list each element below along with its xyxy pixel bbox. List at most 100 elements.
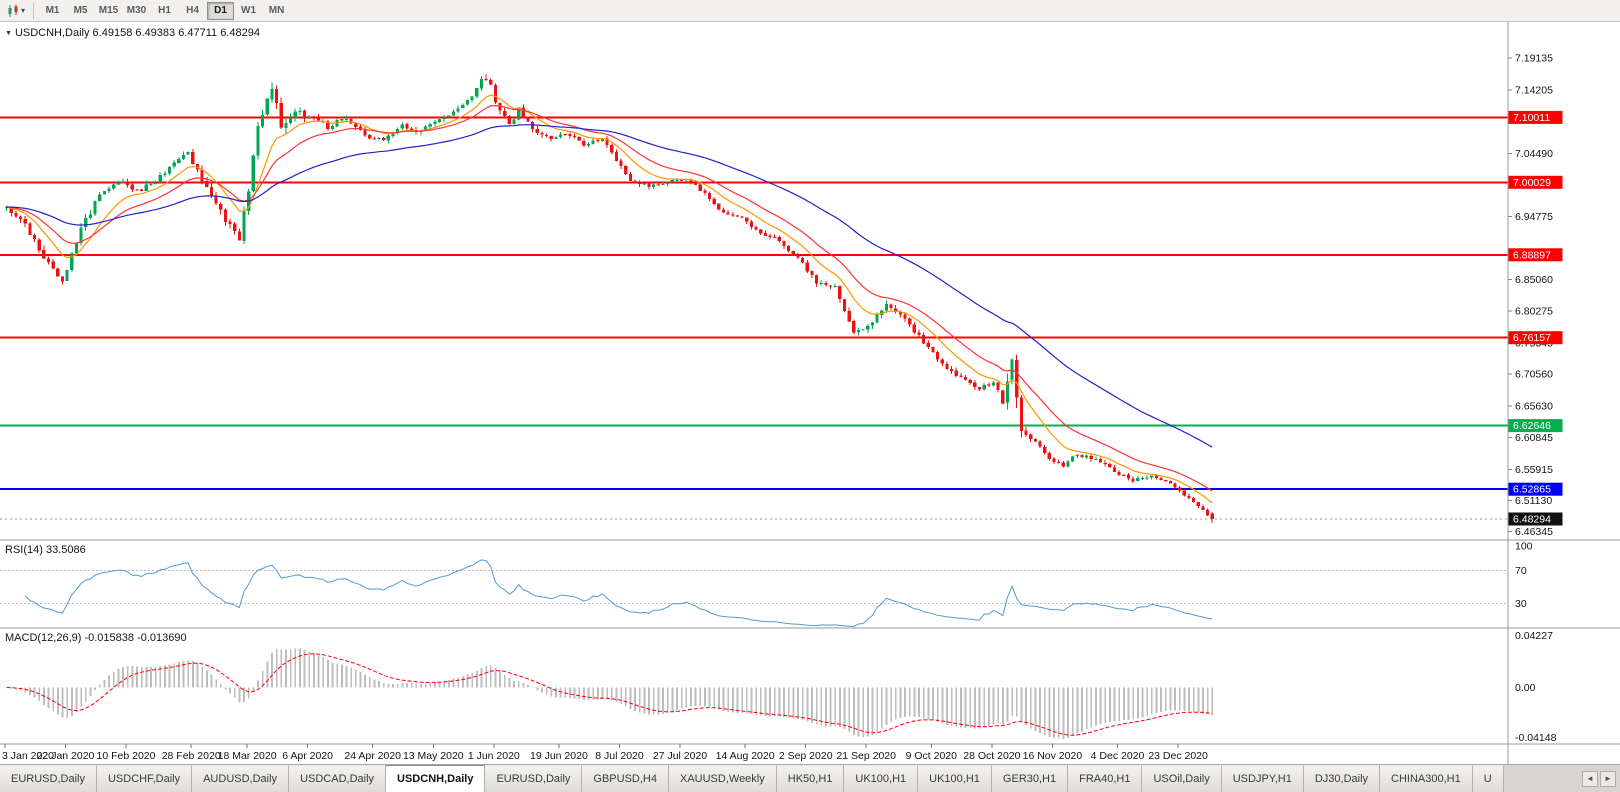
svg-text:-0.04148: -0.04148 [1515, 732, 1557, 744]
chart-tab-ger30-h1[interactable]: GER30,H1 [991, 765, 1069, 792]
svg-text:6.94775: 6.94775 [1515, 211, 1553, 223]
chart-tab-eurusd-daily[interactable]: EURUSD,Daily [0, 765, 97, 792]
svg-text:6.76157: 6.76157 [1513, 332, 1551, 344]
svg-text:6.55915: 6.55915 [1515, 464, 1553, 476]
macd-signal-line [6, 653, 1213, 736]
svg-text:14 Aug 2020: 14 Aug 2020 [716, 750, 775, 762]
svg-text:6.70560: 6.70560 [1515, 369, 1553, 381]
price-badge-6.76157 [1508, 331, 1563, 345]
svg-text:6.48294: 6.48294 [1513, 514, 1551, 526]
svg-text:6.88897: 6.88897 [1513, 249, 1551, 261]
chart-tab-audusd-daily[interactable]: AUDUSD,Daily [192, 765, 290, 792]
svg-text:18 Mar 2020: 18 Mar 2020 [218, 750, 277, 762]
price-axis: 7.19135 7.14205 7.04490 6.94775 6.85060 6.802… [1508, 53, 1563, 538]
svg-text:30: 30 [1515, 598, 1527, 610]
timeframe-button-mn[interactable]: MN [268, 5, 285, 16]
chart-tab-fra40-h1[interactable]: FRA40,H1 [1068, 765, 1143, 792]
rsi-pane [0, 559, 1508, 628]
candlestick-chart-icon [8, 4, 18, 17]
svg-text:21 Sep 2020: 21 Sep 2020 [836, 750, 896, 762]
candles-layer [5, 74, 1214, 523]
svg-text:1 Jun 2020: 1 Jun 2020 [468, 750, 520, 762]
svg-text:70: 70 [1515, 565, 1527, 577]
svg-text:7.04490: 7.04490 [1515, 148, 1553, 160]
horizontal-lines-layer [0, 116, 1508, 520]
svg-text:22 Jan 2020: 22 Jan 2020 [37, 750, 95, 762]
tab-scroll-controls: ◄ ► [1578, 765, 1620, 792]
chart-area[interactable]: 7.19135 7.14205 7.04490 6.94775 6.85060 6.802… [0, 22, 1620, 764]
rsi-axis: 100 70 30 [1515, 541, 1533, 610]
ma-55-line [6, 124, 1213, 448]
chart-tab-usoil-daily[interactable]: USOil,Daily [1142, 765, 1222, 792]
svg-text:6.65630: 6.65630 [1515, 401, 1553, 413]
chart-tab-eurusd-daily[interactable]: EURUSD,Daily [485, 765, 583, 792]
chart-tab-china300-h1[interactable]: CHINA300,H1 [1380, 765, 1473, 792]
ma-10-line [6, 94, 1213, 504]
price-chart-canvas[interactable]: 7.19135 7.14205 7.04490 6.94775 6.85060 6.802… [0, 22, 1620, 764]
chart-tabs: EURUSD,Daily USDCHF,Daily AUDUSD,Daily USDC… [0, 765, 1578, 792]
svg-text:6.80275: 6.80275 [1515, 305, 1553, 317]
svg-text:4 Dec 2020: 4 Dec 2020 [1091, 750, 1145, 762]
current-price-badge [1508, 512, 1563, 526]
svg-text:13 May 2020: 13 May 2020 [403, 750, 464, 762]
chart-tab-usdchf-daily[interactable]: USDCHF,Daily [96, 765, 193, 792]
svg-text:27 Jul 2020: 27 Jul 2020 [653, 750, 707, 762]
timeframe-button-m15[interactable]: M15 [98, 5, 119, 16]
svg-text:6 Apr 2020: 6 Apr 2020 [282, 750, 333, 762]
chart-tabs-bar: EURUSD,Daily USDCHF,Daily AUDUSD,Daily USDC… [0, 764, 1620, 792]
toolbar-separator [33, 2, 35, 19]
price-badge-7.10011 [1508, 110, 1563, 124]
svg-text:6.51130: 6.51130 [1515, 495, 1552, 507]
svg-text:16 Nov 2020: 16 Nov 2020 [1023, 750, 1083, 762]
macd-pane [5, 648, 1214, 739]
svg-text:6.46345: 6.46345 [1515, 526, 1553, 538]
price-axis-background [1508, 22, 1620, 764]
chart-tab-usdjpy-h1[interactable]: USDJPY,H1 [1221, 765, 1304, 792]
tabs-scroll-left-button[interactable]: ◄ [1582, 770, 1598, 787]
chart-tab-dj30-daily[interactable]: DJ30,Daily [1303, 765, 1381, 792]
svg-text:7.19135: 7.19135 [1515, 53, 1553, 65]
chart-tab-usdcad-daily[interactable]: USDCAD,Daily [289, 765, 387, 792]
svg-text:0.00: 0.00 [1515, 682, 1536, 694]
price-badge-7.00029 [1508, 175, 1563, 189]
svg-text:7.14205: 7.14205 [1515, 85, 1553, 97]
svg-text:100: 100 [1515, 541, 1533, 553]
timeframe-button-h4[interactable]: H4 [186, 5, 199, 16]
svg-text:28 Feb 2020: 28 Feb 2020 [162, 750, 221, 762]
rsi-line [24, 559, 1213, 628]
svg-text:7.10011: 7.10011 [1513, 112, 1550, 124]
svg-text:6.52865: 6.52865 [1513, 484, 1551, 496]
chart-tab-xauusd-weekly[interactable]: XAUUSD,Weekly [668, 765, 777, 792]
timeframe-button-m5[interactable]: M5 [73, 5, 88, 16]
price-badge-6.52865 [1508, 482, 1563, 496]
chart-tab-usdcnh-daily[interactable]: USDCNH,Daily [386, 765, 486, 792]
macd-axis: 0.04227 0.00 -0.04148 [1515, 630, 1557, 744]
svg-text:9 Oct 2020: 9 Oct 2020 [906, 750, 958, 762]
svg-text:10 Feb 2020: 10 Feb 2020 [97, 750, 156, 762]
tabs-scroll-right-button[interactable]: ► [1600, 770, 1616, 787]
price-badge-6.62646 [1508, 419, 1563, 433]
chart-tab-gbpusd-h4[interactable]: GBPUSD,H4 [582, 765, 669, 792]
timeframe-button-h1[interactable]: H1 [158, 5, 171, 16]
chart-tab-hk50-h1[interactable]: HK50,H1 [776, 765, 845, 792]
chart-type-button[interactable]: ▾ [3, 3, 28, 19]
timeframe-button-w1[interactable]: W1 [241, 5, 257, 16]
chart-tab-uk100-h1[interactable]: UK100,H1 [844, 765, 919, 792]
ma-20-line [6, 104, 1213, 492]
svg-text:23 Dec 2020: 23 Dec 2020 [1148, 750, 1208, 762]
svg-text:2 Sep 2020: 2 Sep 2020 [779, 750, 833, 762]
chart-tab-uk100-h1[interactable]: UK100,H1 [918, 765, 992, 792]
chart-tab-u[interactable]: U [1472, 765, 1504, 792]
timeframe-button-m1[interactable]: M1 [45, 5, 60, 16]
svg-text:6.85060: 6.85060 [1515, 274, 1553, 286]
svg-text:28 Oct 2020: 28 Oct 2020 [963, 750, 1020, 762]
timeframe-button-m30[interactable]: M30 [126, 5, 147, 16]
chevron-down-icon: ▾ [21, 5, 26, 15]
svg-text:19 Jun 2020: 19 Jun 2020 [530, 750, 588, 762]
svg-text:7.00029: 7.00029 [1513, 177, 1551, 189]
svg-text:24 Apr 2020: 24 Apr 2020 [344, 750, 401, 762]
timeframe-button-d1[interactable]: D1 [207, 1, 235, 20]
price-badge-6.88897 [1508, 248, 1563, 262]
